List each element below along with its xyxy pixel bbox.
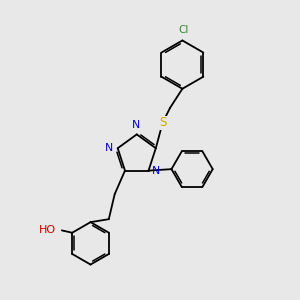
Text: N: N xyxy=(132,120,140,130)
Text: N: N xyxy=(152,166,160,176)
Text: N: N xyxy=(105,143,113,153)
Text: Cl: Cl xyxy=(179,25,189,35)
Text: S: S xyxy=(159,116,166,129)
Text: HO: HO xyxy=(39,225,56,235)
